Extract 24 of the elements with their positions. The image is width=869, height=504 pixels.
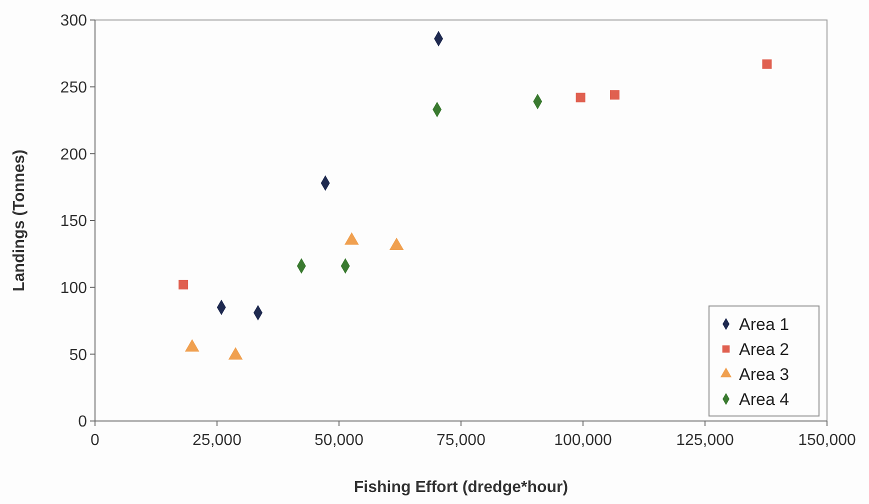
x-tick-label: 50,000: [314, 432, 364, 449]
x-tick-label: 25,000: [192, 432, 242, 449]
legend-label: Area 4: [739, 390, 790, 409]
y-axis-title: Landings (Tonnes): [11, 150, 28, 292]
point: [762, 59, 772, 69]
y-tick-label: 300: [60, 12, 88, 30]
legend-label: Area 3: [739, 364, 790, 384]
point: [178, 280, 188, 290]
x-tick-label: 75,000: [436, 432, 486, 449]
x-tick-label: 0: [90, 432, 100, 449]
x-axis-title: Fishing Effort (dredge*hour): [354, 479, 568, 496]
x-tick-label: 150,000: [798, 432, 856, 449]
y-tick-label: 200: [60, 146, 88, 164]
y-tick-label: 250: [60, 79, 88, 96]
y-tick-label: 0: [78, 414, 88, 431]
point: [610, 90, 620, 100]
y-tick-label: 50: [69, 346, 88, 364]
x-tick-label: 125,000: [676, 432, 734, 449]
legend-label: Area 1: [739, 314, 790, 334]
point: [576, 92, 586, 102]
legend-label: Area 2: [739, 340, 790, 359]
y-tick-label: 100: [60, 280, 88, 297]
x-tick-label: 100,000: [554, 432, 612, 449]
y-tick-label: 150: [60, 213, 88, 230]
